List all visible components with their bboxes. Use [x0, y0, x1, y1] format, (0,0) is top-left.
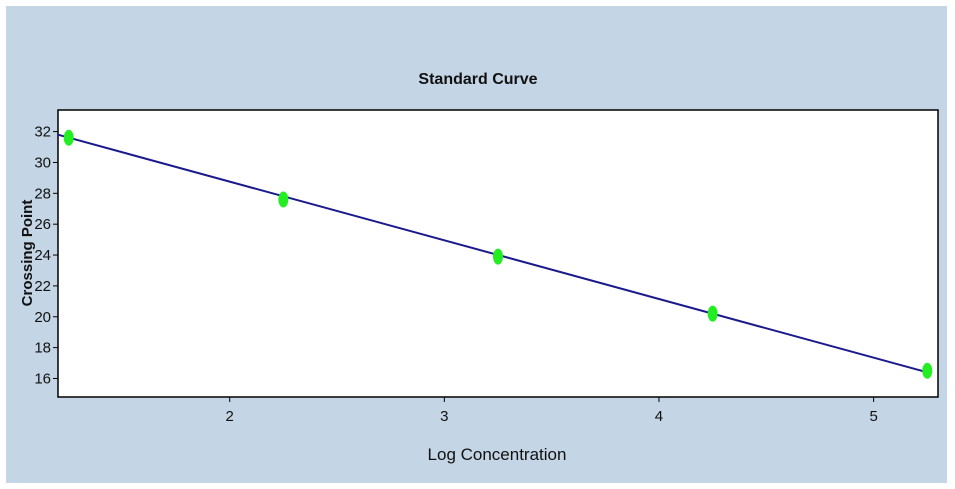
x-axis-label: Log Concentration: [428, 445, 567, 464]
y-axis: 16 18 20 22 24 26 28 30 32: [34, 124, 58, 387]
x-tick-label: 2: [226, 408, 234, 425]
y-axis-label: Crossing Point: [19, 200, 36, 307]
y-tick-label: 20: [34, 309, 51, 326]
data-point: [922, 362, 933, 379]
y-tick-label: 30: [34, 154, 51, 171]
y-tick-label: 32: [34, 124, 51, 141]
data-point: [278, 191, 289, 208]
data-point: [493, 248, 503, 265]
y-tick-label: 22: [34, 278, 51, 295]
y-tick-label: 26: [34, 216, 51, 233]
y-tick-label: 24: [34, 247, 51, 264]
y-tick-label: 18: [34, 340, 51, 357]
x-tick-label: 5: [869, 408, 877, 425]
data-points: [63, 129, 933, 379]
y-tick-label: 16: [34, 370, 51, 387]
data-point: [63, 129, 74, 146]
y-tick-label: 28: [34, 185, 51, 202]
x-tick-label: 3: [440, 408, 448, 425]
fit-line: [57, 133, 928, 374]
x-axis: 2 3 4 5: [226, 397, 878, 425]
chart-title: Standard Curve: [418, 71, 537, 88]
x-tick-label: 4: [655, 408, 663, 425]
data-point: [707, 305, 718, 322]
